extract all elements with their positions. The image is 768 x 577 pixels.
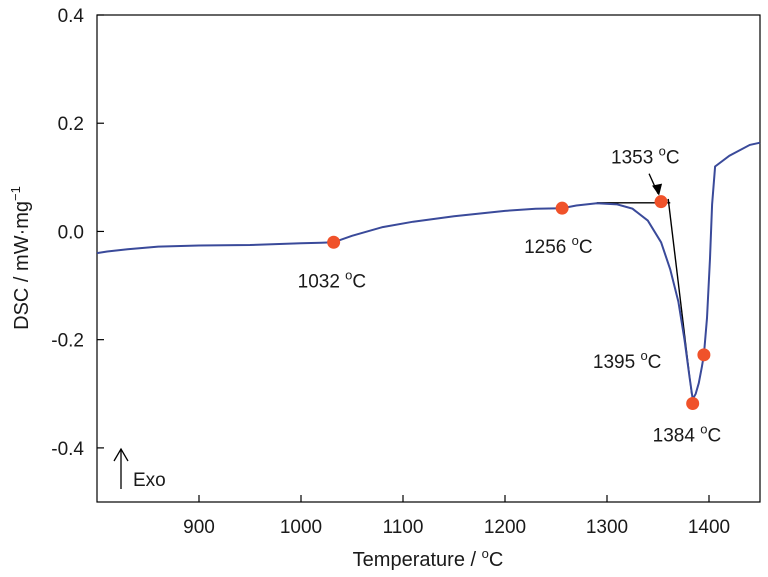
- plot-frame: [96, 14, 761, 503]
- onset-marker: [654, 195, 668, 209]
- arrow-head-icon: [113, 447, 129, 462]
- temperature-label: 1395 oC: [593, 348, 662, 373]
- onset-markers: [327, 195, 711, 411]
- exo-label: Exo: [133, 470, 166, 491]
- x-tick-label: 900: [183, 517, 215, 538]
- onset-marker: [686, 397, 700, 411]
- y-axis-exponent: −1: [8, 186, 23, 201]
- y-axis: 0.4 0.2 0.0 -0.2 -0.4: [51, 6, 104, 460]
- x-tick-label: 1400: [688, 517, 730, 538]
- onset-marker: [697, 348, 711, 362]
- y-tick-label: 0.0: [58, 222, 84, 243]
- x-tick-label: 1300: [586, 517, 628, 538]
- x-axis-unit: C: [489, 549, 503, 571]
- exo-indicator: Exo: [113, 447, 166, 491]
- degree-symbol: o: [482, 546, 489, 561]
- x-tick-label: 1100: [383, 517, 424, 538]
- temperature-label: 1256 oC: [524, 233, 593, 258]
- temperature-annotations: 1032 oC 1256 oC 1353 oC 1395 oC 1384 oC: [298, 144, 722, 447]
- dsc-curve: [96, 141, 761, 403]
- y-axis-title-text: DSC / mW·mg: [11, 201, 33, 330]
- x-tick-label: 1000: [280, 517, 322, 538]
- onset-marker: [327, 235, 341, 249]
- y-axis-title: DSC / mW·mg−1: [8, 186, 33, 330]
- x-axis: 900 1000 1100 1200 1300 1400: [183, 495, 730, 538]
- onset-marker: [555, 201, 569, 215]
- temperature-label: 1032 oC: [298, 267, 367, 292]
- x-axis-title-text: Temperature /: [353, 549, 482, 571]
- pointer-arrow-head-icon: [652, 183, 663, 196]
- temperature-label: 1384 oC: [653, 422, 722, 447]
- temperature-label: 1353 oC: [611, 144, 680, 169]
- x-axis-title: Temperature / oC: [353, 546, 504, 571]
- x-tick-label: 1200: [484, 517, 526, 538]
- y-tick-label: 0.2: [58, 114, 84, 135]
- y-tick-label: 0.4: [58, 6, 85, 27]
- y-tick-label: -0.4: [51, 439, 84, 460]
- y-tick-label: -0.2: [51, 331, 84, 352]
